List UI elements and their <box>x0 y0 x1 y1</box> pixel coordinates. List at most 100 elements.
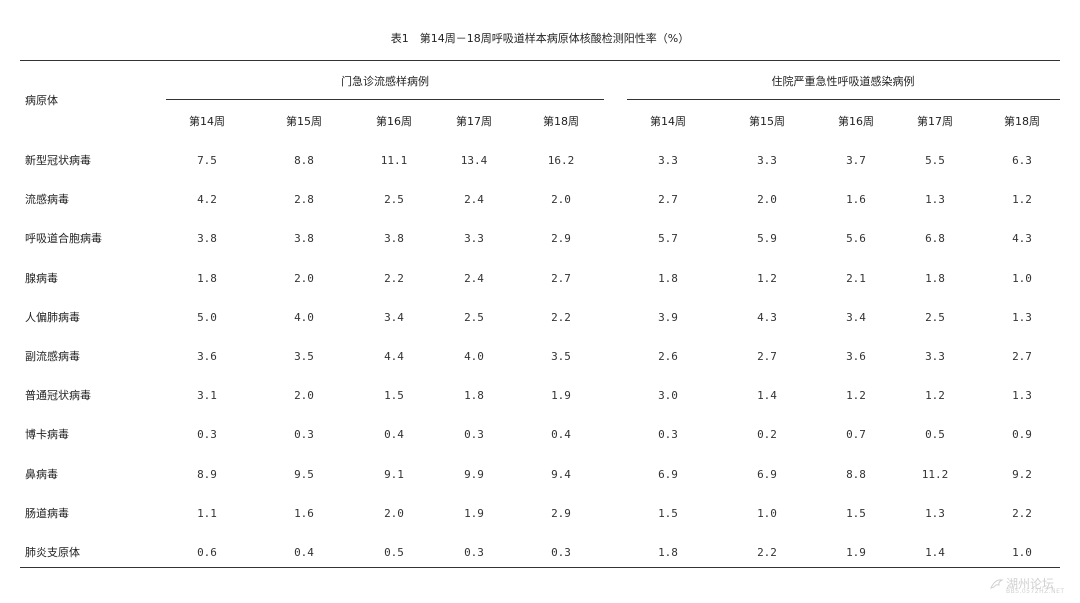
inpatient-value-cell: 2.7 <box>1012 350 1032 363</box>
outpatient-value-cell: 11.1 <box>380 154 408 167</box>
table-title: 表1 第14周－18周呼吸道样本病原体核酸检测阳性率（%） <box>390 32 690 45</box>
inpatient-value-cell: 3.4 <box>846 311 866 324</box>
inpatient-value-cell: 1.4 <box>925 546 945 559</box>
outpatient-value-cell: 4.0 <box>464 350 484 363</box>
outpatient-value-cell: 0.6 <box>197 546 217 559</box>
pathogen-name: 鼻病毒 <box>25 468 58 481</box>
outpatient-value-cell: 2.4 <box>464 193 484 206</box>
outpatient-week-header: 第17周 <box>456 115 492 128</box>
outpatient-group-rule <box>166 99 604 100</box>
inpatient-value-cell: 1.8 <box>658 546 678 559</box>
inpatient-group-rule <box>627 99 1060 100</box>
inpatient-value-cell: 1.9 <box>846 546 866 559</box>
outpatient-value-cell: 2.9 <box>551 507 571 520</box>
outpatient-value-cell: 9.4 <box>551 468 571 481</box>
pathogen-name: 副流感病毒 <box>25 350 80 363</box>
inpatient-value-cell: 1.5 <box>658 507 678 520</box>
outpatient-value-cell: 0.4 <box>551 428 571 441</box>
inpatient-value-cell: 4.3 <box>757 311 777 324</box>
inpatient-value-cell: 6.9 <box>658 468 678 481</box>
inpatient-value-cell: 2.6 <box>658 350 678 363</box>
outpatient-value-cell: 1.1 <box>197 507 217 520</box>
outpatient-value-cell: 5.0 <box>197 311 217 324</box>
outpatient-value-cell: 0.3 <box>197 428 217 441</box>
pathogen-name: 博卡病毒 <box>25 428 69 441</box>
inpatient-value-cell: 2.2 <box>757 546 777 559</box>
outpatient-value-cell: 2.5 <box>384 193 404 206</box>
pathogen-name: 肺炎支原体 <box>25 546 80 559</box>
inpatient-value-cell: 0.9 <box>1012 428 1032 441</box>
outpatient-value-cell: 2.0 <box>551 193 571 206</box>
outpatient-value-cell: 2.9 <box>551 232 571 245</box>
outpatient-value-cell: 3.8 <box>384 232 404 245</box>
outpatient-value-cell: 4.4 <box>384 350 404 363</box>
inpatient-value-cell: 1.8 <box>658 272 678 285</box>
outpatient-value-cell: 4.0 <box>294 311 314 324</box>
pathogen-name: 普通冠状病毒 <box>25 389 91 402</box>
inpatient-value-cell: 0.2 <box>757 428 777 441</box>
outpatient-week-header: 第14周 <box>189 115 225 128</box>
inpatient-value-cell: 1.2 <box>925 389 945 402</box>
inpatient-week-header: 第18周 <box>1004 115 1040 128</box>
inpatient-value-cell: 3.3 <box>658 154 678 167</box>
pathogen-name: 呼吸道合胞病毒 <box>25 232 102 245</box>
site-watermark: 湖州论坛 BBS.0572HZ.NET <box>990 575 1068 597</box>
inpatient-value-cell: 1.6 <box>846 193 866 206</box>
outpatient-value-cell: 3.8 <box>197 232 217 245</box>
pathogen-name: 新型冠状病毒 <box>25 154 91 167</box>
inpatient-value-cell: 1.4 <box>757 389 777 402</box>
inpatient-value-cell: 1.2 <box>757 272 777 285</box>
outpatient-value-cell: 2.7 <box>551 272 571 285</box>
inpatient-value-cell: 6.8 <box>925 232 945 245</box>
outpatient-value-cell: 0.3 <box>464 546 484 559</box>
outpatient-value-cell: 9.9 <box>464 468 484 481</box>
outpatient-value-cell: 1.9 <box>551 389 571 402</box>
outpatient-value-cell: 8.8 <box>294 154 314 167</box>
inpatient-value-cell: 3.9 <box>658 311 678 324</box>
inpatient-value-cell: 3.7 <box>846 154 866 167</box>
inpatient-value-cell: 1.3 <box>1012 311 1032 324</box>
inpatient-value-cell: 5.5 <box>925 154 945 167</box>
inpatient-value-cell: 1.2 <box>846 389 866 402</box>
inpatient-value-cell: 0.3 <box>658 428 678 441</box>
pathogen-name: 腺病毒 <box>25 272 58 285</box>
outpatient-value-cell: 1.8 <box>197 272 217 285</box>
table-bottom-rule <box>20 567 1060 568</box>
outpatient-value-cell: 0.5 <box>384 546 404 559</box>
inpatient-value-cell: 6.3 <box>1012 154 1032 167</box>
outpatient-value-cell: 1.5 <box>384 389 404 402</box>
inpatient-value-cell: 3.3 <box>757 154 777 167</box>
outpatient-value-cell: 2.8 <box>294 193 314 206</box>
inpatient-week-header: 第15周 <box>749 115 785 128</box>
outpatient-group-header: 门急诊流感样病例 <box>341 75 429 88</box>
inpatient-value-cell: 1.8 <box>925 272 945 285</box>
outpatient-value-cell: 0.3 <box>464 428 484 441</box>
inpatient-value-cell: 2.0 <box>757 193 777 206</box>
outpatient-value-cell: 3.6 <box>197 350 217 363</box>
table-top-rule <box>20 60 1060 61</box>
outpatient-value-cell: 1.9 <box>464 507 484 520</box>
outpatient-value-cell: 2.0 <box>294 272 314 285</box>
outpatient-value-cell: 3.5 <box>551 350 571 363</box>
inpatient-value-cell: 11.2 <box>921 468 949 481</box>
inpatient-value-cell: 1.0 <box>757 507 777 520</box>
outpatient-value-cell: 2.0 <box>384 507 404 520</box>
outpatient-value-cell: 3.5 <box>294 350 314 363</box>
inpatient-value-cell: 0.7 <box>846 428 866 441</box>
inpatient-value-cell: 2.7 <box>757 350 777 363</box>
outpatient-value-cell: 9.1 <box>384 468 404 481</box>
inpatient-value-cell: 2.5 <box>925 311 945 324</box>
outpatient-value-cell: 0.3 <box>294 428 314 441</box>
watermark-subtext: BBS.0572HZ.NET <box>1006 588 1065 595</box>
outpatient-value-cell: 0.4 <box>384 428 404 441</box>
outpatient-value-cell: 2.0 <box>294 389 314 402</box>
inpatient-value-cell: 1.0 <box>1012 272 1032 285</box>
outpatient-value-cell: 1.8 <box>464 389 484 402</box>
inpatient-value-cell: 2.2 <box>1012 507 1032 520</box>
inpatient-value-cell: 3.6 <box>846 350 866 363</box>
inpatient-value-cell: 2.1 <box>846 272 866 285</box>
pathogen-name: 流感病毒 <box>25 193 69 206</box>
outpatient-value-cell: 13.4 <box>460 154 488 167</box>
inpatient-value-cell: 4.3 <box>1012 232 1032 245</box>
inpatient-value-cell: 5.7 <box>658 232 678 245</box>
